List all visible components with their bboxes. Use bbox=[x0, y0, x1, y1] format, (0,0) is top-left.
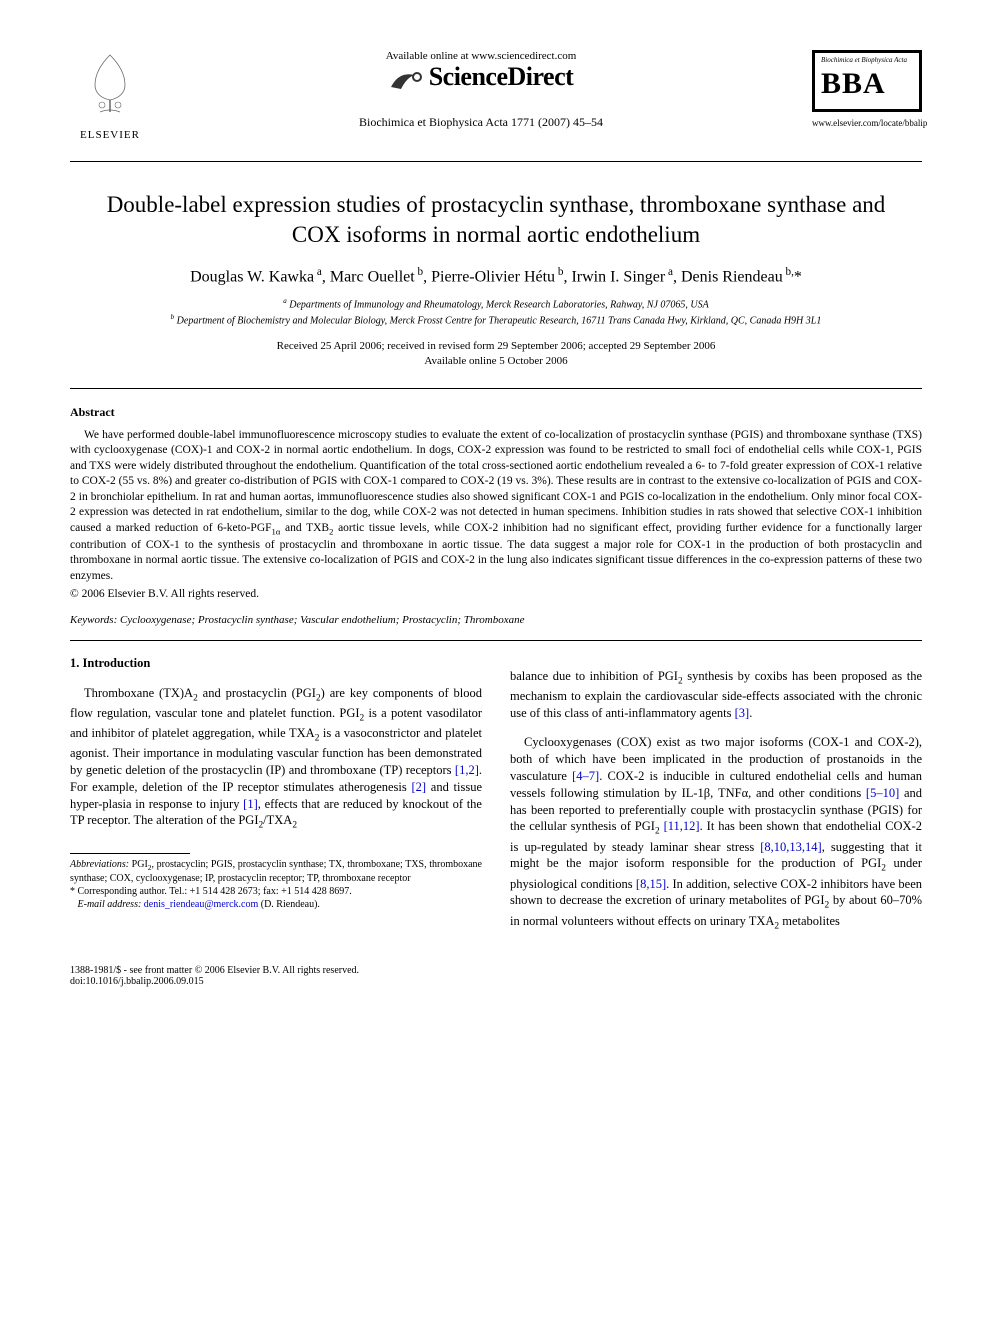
elsevier-label: ELSEVIER bbox=[70, 129, 150, 141]
affiliation-b-text: Department of Biochemistry and Molecular… bbox=[177, 316, 822, 327]
abstract-body: We have performed double-label immunoflu… bbox=[70, 428, 922, 585]
keywords-line: Keywords: Cyclooxygenase; Prostacyclin s… bbox=[70, 614, 922, 626]
ref-link[interactable]: [2] bbox=[411, 780, 426, 794]
footnotes: Abbreviations: PGI2, prostacyclin; PGIS,… bbox=[70, 858, 482, 912]
email-link[interactable]: denis_riendeau@merck.com bbox=[144, 899, 258, 910]
center-header: Available online at www.sciencedirect.co… bbox=[150, 50, 812, 130]
footer-left: 1388-1981/$ - see front matter © 2006 El… bbox=[70, 965, 359, 987]
rule-above-abstract bbox=[70, 388, 922, 389]
abbrev-label: Abbreviations: bbox=[70, 859, 129, 870]
elsevier-tree-icon bbox=[80, 50, 140, 120]
intro-para-1-continued: balance due to inhibition of PGI2 synthe… bbox=[510, 668, 922, 722]
article-dates: Received 25 April 2006; received in revi… bbox=[70, 339, 922, 370]
ref-link[interactable]: [1,2] bbox=[455, 763, 479, 777]
ref-link[interactable]: [11,12] bbox=[664, 819, 700, 833]
affiliations: a Departments of Immunology and Rheumato… bbox=[70, 296, 922, 329]
intro-para-2: Cyclooxygenases (COX) exist as two major… bbox=[510, 734, 922, 933]
authors-line: Douglas W. Kawka a, Marc Ouellet b, Pier… bbox=[70, 266, 922, 286]
corresponding-author-footnote: * Corresponding author. Tel.: +1 514 428… bbox=[70, 885, 482, 898]
left-column: 1. Introduction Thromboxane (TX)A2 and p… bbox=[70, 655, 482, 945]
body-columns: 1. Introduction Thromboxane (TX)A2 and p… bbox=[70, 655, 922, 945]
page-container: ELSEVIER Available online at www.science… bbox=[0, 0, 992, 1027]
abbreviations-footnote: Abbreviations: PGI2, prostacyclin; PGIS,… bbox=[70, 858, 482, 886]
email-suffix: (D. Riendeau). bbox=[258, 899, 320, 910]
ref-link[interactable]: [4–7] bbox=[572, 769, 599, 783]
ref-link[interactable]: [8,15] bbox=[636, 877, 666, 891]
doi-line: doi:10.1016/j.bbalip.2006.09.015 bbox=[70, 976, 359, 987]
available-online-text: Available online at www.sciencedirect.co… bbox=[150, 50, 812, 62]
footer-bar: 1388-1981/$ - see front matter © 2006 El… bbox=[70, 965, 922, 987]
bba-logo: Biochimica et Biophysica Acta BBA www.el… bbox=[812, 50, 922, 128]
article-title: Double-label expression studies of prost… bbox=[100, 190, 892, 250]
affiliation-a-text: Departments of Immunology and Rheumatolo… bbox=[289, 299, 708, 310]
sciencedirect-text: ScienceDirect bbox=[429, 62, 574, 91]
ref-link[interactable]: [3] bbox=[735, 706, 750, 720]
rule-below-keywords bbox=[70, 640, 922, 641]
rule-top bbox=[70, 161, 922, 162]
issn-line: 1388-1981/$ - see front matter © 2006 El… bbox=[70, 965, 359, 976]
journal-citation: Biochimica et Biophysica Acta 1771 (2007… bbox=[150, 115, 812, 130]
ref-link[interactable]: [5–10] bbox=[866, 786, 899, 800]
affiliation-b: b Department of Biochemistry and Molecul… bbox=[70, 312, 922, 328]
available-line: Available online 5 October 2006 bbox=[70, 354, 922, 369]
right-column: balance due to inhibition of PGI2 synthe… bbox=[510, 655, 922, 945]
bba-small-text: Biochimica et Biophysica Acta bbox=[821, 57, 913, 65]
bba-url: www.elsevier.com/locate/bbalip bbox=[812, 118, 922, 128]
affiliation-a: a Departments of Immunology and Rheumato… bbox=[70, 296, 922, 312]
email-label: E-mail address: bbox=[78, 899, 142, 910]
elsevier-logo: ELSEVIER bbox=[70, 50, 150, 141]
sciencedirect-logo: ScienceDirect bbox=[150, 62, 812, 95]
intro-para-1: Thromboxane (TX)A2 and prostacyclin (PGI… bbox=[70, 685, 482, 833]
ref-link[interactable]: [1] bbox=[243, 797, 258, 811]
abstract-heading: Abstract bbox=[70, 405, 922, 420]
email-footnote: E-mail address: denis_riendeau@merck.com… bbox=[70, 898, 482, 911]
received-line: Received 25 April 2006; received in revi… bbox=[70, 339, 922, 354]
intro-heading: 1. Introduction bbox=[70, 655, 482, 672]
bba-big-text: BBA bbox=[821, 67, 913, 101]
footnote-rule bbox=[70, 853, 190, 854]
abstract-copyright: © 2006 Elsevier B.V. All rights reserved… bbox=[70, 588, 922, 600]
bba-box: Biochimica et Biophysica Acta BBA bbox=[812, 50, 922, 112]
sciencedirect-swoosh-icon bbox=[389, 67, 425, 95]
header-row: ELSEVIER Available online at www.science… bbox=[70, 50, 922, 141]
ref-link[interactable]: [8,10,13,14] bbox=[760, 840, 821, 854]
